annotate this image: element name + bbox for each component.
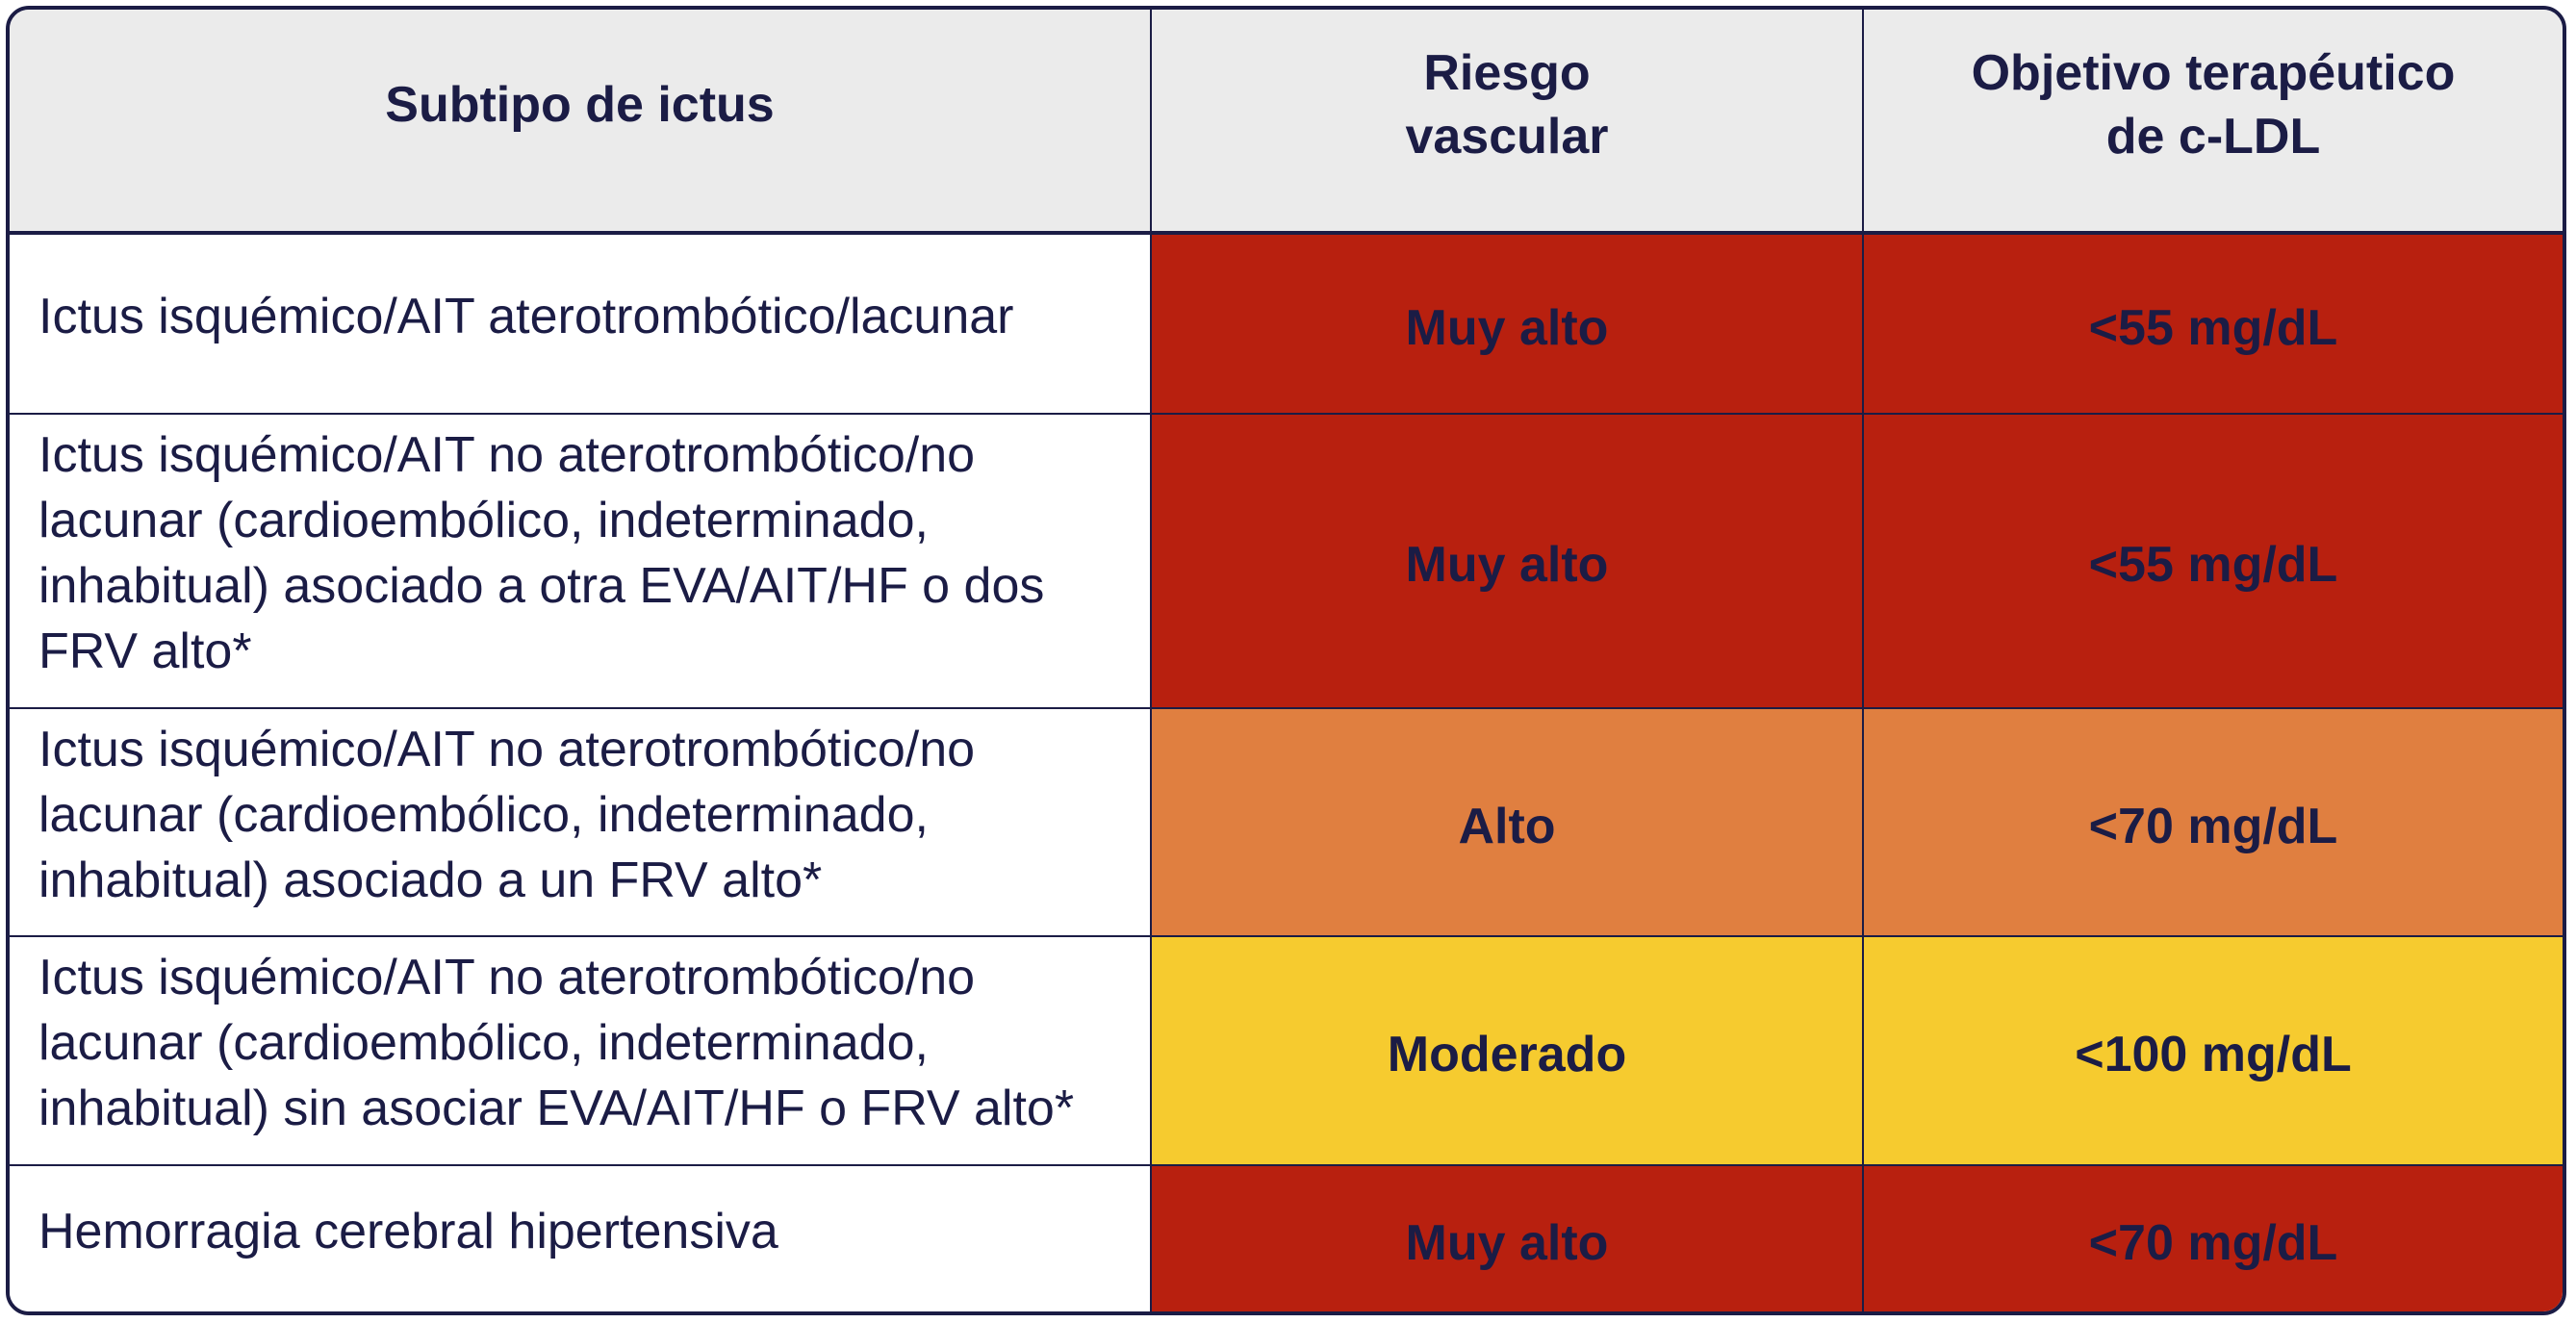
- header-subtype: Subtipo de ictus: [10, 10, 1152, 235]
- target-value: <55 mg/dL: [2088, 537, 2338, 593]
- risk-cell: Muy alto: [1150, 413, 1864, 709]
- table-row: Ictus isquémico/AIT no aterotrombótico/n…: [10, 935, 2563, 1166]
- subtype-line: Ictus isquémico/AIT no aterotrombótico/n…: [38, 721, 976, 777]
- risk-value: Muy alto: [1405, 537, 1609, 593]
- risk-cell: Muy alto: [1150, 232, 1864, 415]
- subtype-text: Ictus isquémico/AIT no aterotrombótico/n…: [38, 422, 1121, 684]
- risk-value: Muy alto: [1405, 299, 1609, 356]
- header-risk-line1: Riesgo: [1423, 45, 1591, 101]
- table-row: Ictus isquémico/AIT no aterotrombótico/n…: [10, 707, 2563, 937]
- target-value: <70 mg/dL: [2088, 798, 2338, 854]
- target-cell: <100 mg/dL: [1862, 935, 2563, 1166]
- subtype-text: Ictus isquémico/AIT no aterotrombótico/n…: [38, 945, 1121, 1141]
- stroke-ldl-table: Subtipo de ictus Riesgo vascular Objetiv…: [10, 10, 2563, 1311]
- subtype-cell: Ictus isquémico/AIT no aterotrombótico/n…: [10, 413, 1152, 709]
- risk-cell: Alto: [1150, 707, 1864, 937]
- subtype-line: lacunar (cardioembólico, indeterminado,: [38, 1015, 929, 1071]
- stroke-ldl-table-frame: Subtipo de ictus Riesgo vascular Objetiv…: [6, 6, 2566, 1315]
- header-target: Objetivo terapéutico de c-LDL: [1862, 10, 2563, 235]
- table-header-row: Subtipo de ictus Riesgo vascular Objetiv…: [10, 10, 2563, 235]
- subtype-line: lacunar (cardioembólico, indeterminado,: [38, 786, 929, 843]
- subtype-line: Ictus isquémico/AIT no aterotrombótico/n…: [38, 427, 976, 483]
- subtype-cell: Hemorragia cerebral hipertensiva: [10, 1164, 1152, 1311]
- subtype-cell: Ictus isquémico/AIT no aterotrombótico/n…: [10, 707, 1152, 937]
- target-cell: <70 mg/dL: [1862, 1164, 2563, 1311]
- table-row: Ictus isquémico/AIT aterotrombótico/lacu…: [10, 232, 2563, 415]
- subtype-line: inhabitual) asociado a otra EVA/AIT/HF o…: [38, 558, 1045, 614]
- subtype-text: Ictus isquémico/AIT no aterotrombótico/n…: [38, 717, 1121, 913]
- table-row: Ictus isquémico/AIT no aterotrombótico/n…: [10, 413, 2563, 709]
- subtype-line: FRV alto*: [38, 623, 252, 679]
- header-target-line2: de c-LDL: [2105, 109, 2321, 165]
- header-risk: Riesgo vascular: [1150, 10, 1864, 235]
- subtype-text: Ictus isquémico/AIT aterotrombótico/lacu…: [38, 284, 1121, 349]
- subtype-line: inhabitual) asociado a un FRV alto*: [38, 852, 823, 908]
- target-cell: <55 mg/dL: [1862, 232, 2563, 415]
- header-risk-line2: vascular: [1405, 109, 1609, 165]
- subtype-line: Ictus isquémico/AIT no aterotrombótico/n…: [38, 950, 976, 1005]
- subtype-text: Hemorragia cerebral hipertensiva: [38, 1199, 1121, 1264]
- risk-cell: Muy alto: [1150, 1164, 1864, 1311]
- subtype-cell: Ictus isquémico/AIT no aterotrombótico/n…: [10, 935, 1152, 1166]
- subtype-line: Ictus isquémico/AIT aterotrombótico/lacu…: [38, 288, 1014, 344]
- table-row: Hemorragia cerebral hipertensiva Muy alt…: [10, 1164, 2563, 1311]
- target-value: <100 mg/dL: [2075, 1027, 2352, 1082]
- risk-value: Muy alto: [1405, 1214, 1609, 1271]
- subtype-cell: Ictus isquémico/AIT aterotrombótico/lacu…: [10, 232, 1152, 415]
- target-cell: <70 mg/dL: [1862, 707, 2563, 937]
- subtype-line: lacunar (cardioembólico, indeterminado,: [38, 493, 929, 548]
- risk-value: Moderado: [1387, 1027, 1627, 1082]
- target-value: <70 mg/dL: [2088, 1214, 2338, 1271]
- target-value: <55 mg/dL: [2088, 299, 2338, 356]
- target-cell: <55 mg/dL: [1862, 413, 2563, 709]
- header-target-line1: Objetivo terapéutico: [1971, 45, 2456, 101]
- risk-cell: Moderado: [1150, 935, 1864, 1166]
- subtype-line: Hemorragia cerebral hipertensiva: [38, 1203, 778, 1259]
- subtype-line: inhabitual) sin asociar EVA/AIT/HF o FRV…: [38, 1081, 1075, 1136]
- header-subtype-label: Subtipo de ictus: [385, 77, 775, 133]
- risk-value: Alto: [1458, 798, 1556, 854]
